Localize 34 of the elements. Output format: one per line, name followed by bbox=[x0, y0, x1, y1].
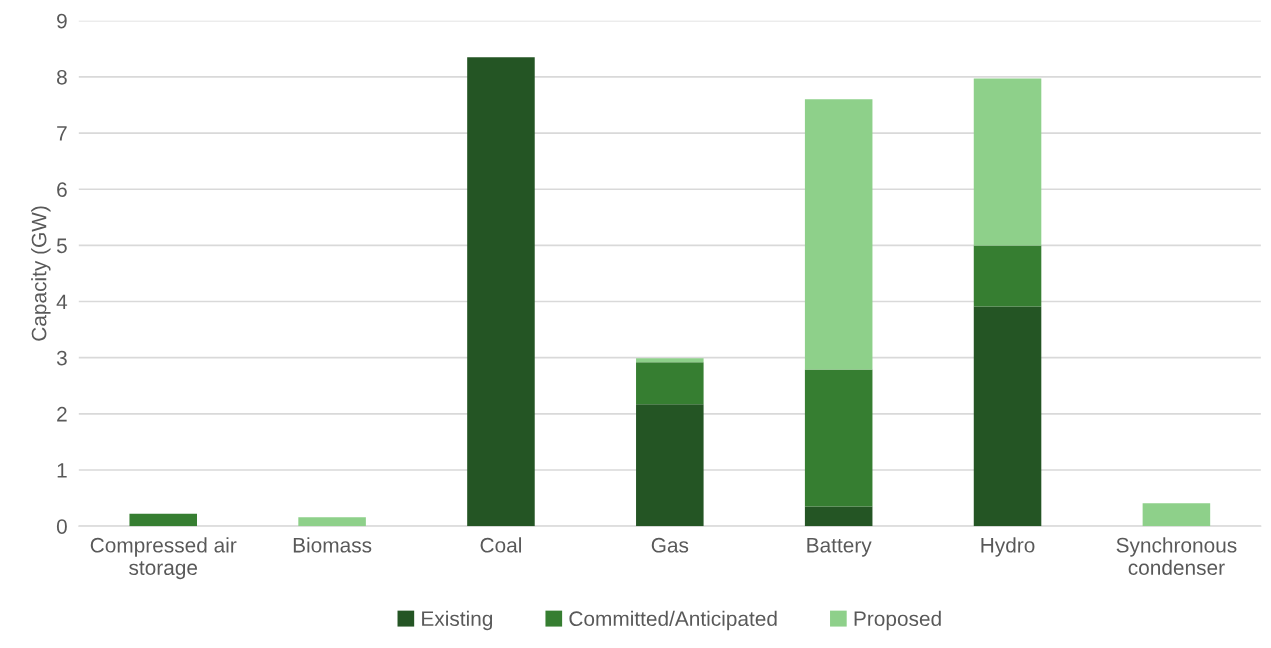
y-tick-label: 8 bbox=[57, 69, 67, 85]
bar bbox=[129, 513, 198, 527]
bar bbox=[636, 404, 704, 527]
bar bbox=[636, 358, 704, 363]
y-tick-label: 6 bbox=[57, 182, 67, 197]
bar bbox=[1142, 503, 1211, 527]
x-tick-label: Coal bbox=[480, 537, 521, 553]
bar bbox=[973, 245, 1042, 307]
legend-label: Proposed bbox=[854, 610, 941, 631]
y-tick-label: 1 bbox=[57, 463, 67, 478]
bar bbox=[973, 306, 1042, 527]
x-tick-label: Compressed air storage bbox=[90, 537, 237, 580]
bar bbox=[804, 506, 873, 527]
bar bbox=[804, 369, 873, 507]
y-tick-label: 7 bbox=[57, 126, 67, 141]
y-tick-label: 3 bbox=[56, 350, 67, 366]
bar bbox=[636, 362, 704, 405]
y-tick-label: 2 bbox=[57, 406, 67, 422]
x-tick-label: Gas bbox=[651, 537, 689, 553]
y-tick-label: 9 bbox=[57, 13, 67, 29]
y-tick-label: 4 bbox=[56, 294, 68, 310]
legend-label: Committed/Anticipated bbox=[569, 610, 777, 631]
legend-label: Existing bbox=[422, 610, 493, 631]
x-tick-label: Biomass bbox=[293, 537, 372, 553]
bar bbox=[298, 517, 366, 527]
y-tick-label: 0 bbox=[56, 519, 67, 534]
x-tick-label: Hydro bbox=[981, 537, 1035, 557]
bar bbox=[467, 57, 535, 527]
bar bbox=[973, 78, 1042, 246]
y-tick-label: 5 bbox=[56, 238, 67, 254]
x-tick-label: Battery bbox=[807, 538, 872, 557]
x-tick-label: Synchronous condenser bbox=[1116, 537, 1237, 576]
bar bbox=[804, 99, 873, 370]
y-axis-title: Capacity (GW) bbox=[31, 206, 51, 341]
